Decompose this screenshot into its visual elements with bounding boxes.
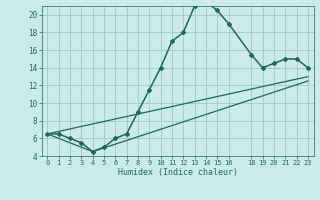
X-axis label: Humidex (Indice chaleur): Humidex (Indice chaleur) bbox=[118, 168, 237, 177]
